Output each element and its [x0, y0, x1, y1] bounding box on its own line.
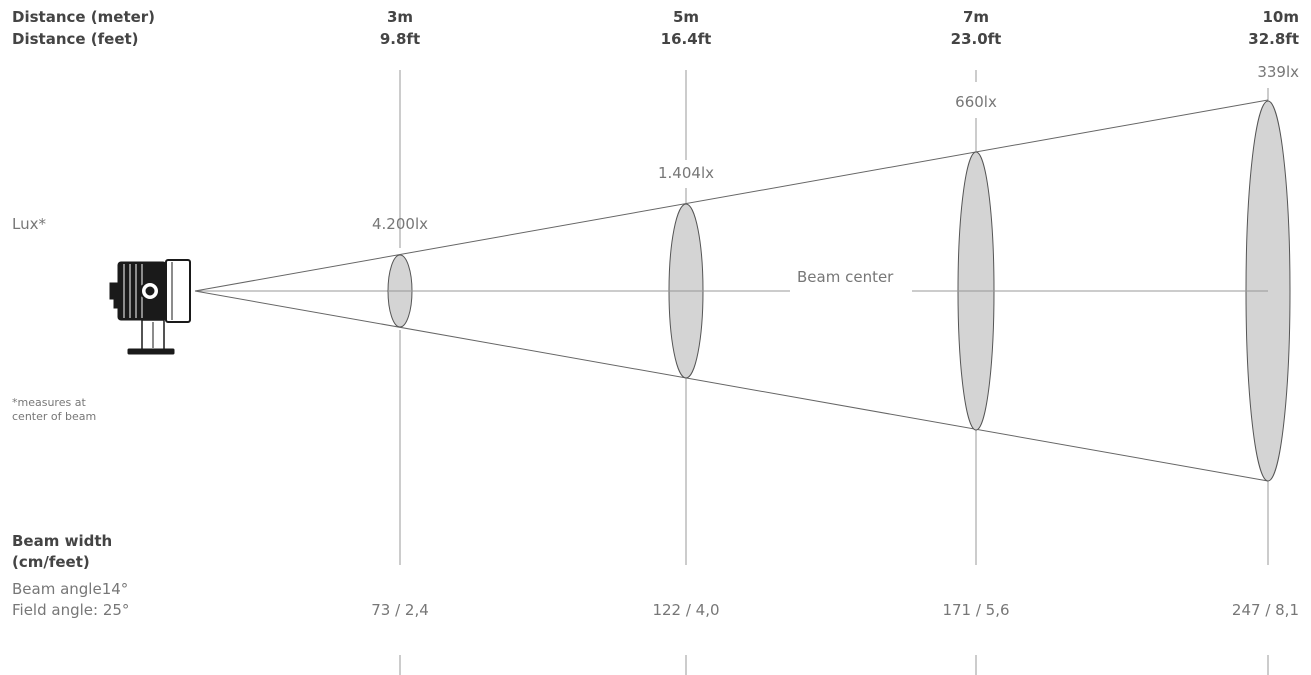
- column-header-feet: 23.0ft: [950, 30, 1002, 48]
- column-header-feet: 32.8ft: [1248, 30, 1299, 48]
- column-header-meters: 10m: [1262, 8, 1299, 26]
- distance-feet-label: Distance (feet): [12, 30, 139, 48]
- column-header-meters: 7m: [962, 8, 990, 26]
- lux-value: 4.200lx: [372, 215, 428, 233]
- beam-width-value: 122 / 4,0: [652, 601, 720, 619]
- lux-value: 660lx: [955, 93, 997, 111]
- beam-width-units: (cm/feet): [12, 553, 90, 571]
- spotlight-fixture-icon: [109, 259, 191, 355]
- beam-width-title: Beam width: [12, 532, 113, 550]
- lux-value: 1.404lx: [658, 164, 714, 182]
- beam-width-value: 73 / 2,4: [371, 601, 429, 619]
- lux-label: Lux*: [12, 215, 46, 233]
- column-header-meters: 5m: [672, 8, 700, 26]
- beam-edge-bottom: [194, 290, 1269, 482]
- lux-value: 339lx: [1257, 63, 1299, 81]
- lux-footnote: *measures at center of beam: [12, 396, 97, 423]
- distance-meter-label: Distance (meter): [12, 8, 156, 26]
- beam-width-value: 247 / 8,1: [1231, 601, 1299, 619]
- column-header-feet: 9.8ft: [379, 30, 421, 48]
- beam-center-label-gap: [790, 285, 912, 297]
- beam-center-label: Beam center: [797, 268, 894, 286]
- beam-width-value: 171 / 5,6: [942, 601, 1010, 619]
- beam-edge-top: [194, 99, 1269, 292]
- column-header-feet: 16.4ft: [660, 30, 712, 48]
- beam-angle-label: Beam angle14°: [12, 580, 129, 598]
- column-header-meters: 3m: [386, 8, 414, 26]
- field-angle-label: Field angle: 25°: [12, 601, 130, 619]
